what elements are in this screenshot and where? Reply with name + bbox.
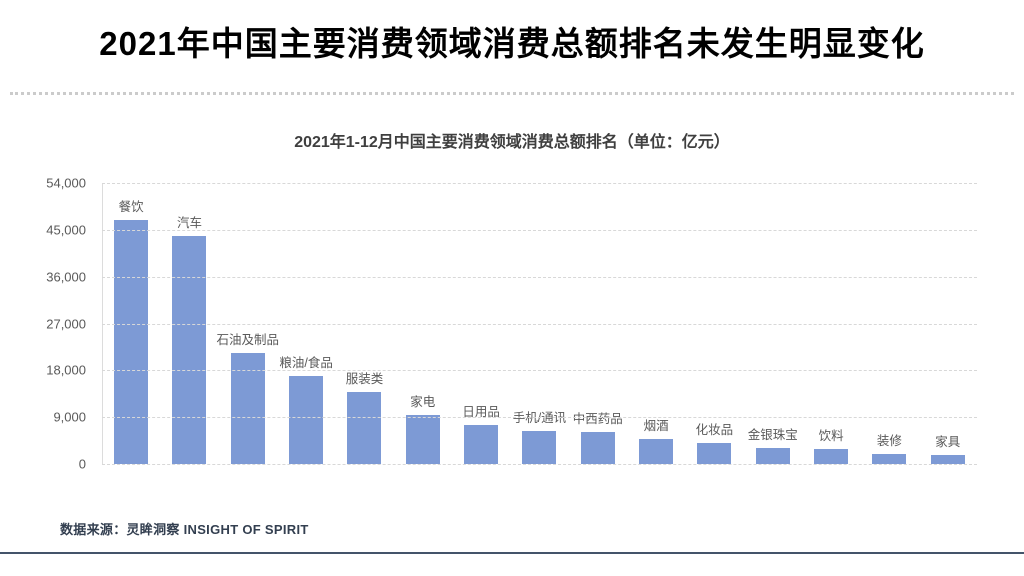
bar bbox=[580, 431, 615, 464]
bar bbox=[872, 453, 907, 464]
bar-slot: 家电 bbox=[394, 183, 452, 464]
bar bbox=[114, 219, 149, 464]
bar-slot: 烟酒 bbox=[627, 183, 685, 464]
gridline bbox=[102, 417, 977, 419]
bar-slot: 餐饮 bbox=[102, 183, 160, 464]
y-axis-tick-label: 45,000 bbox=[46, 222, 86, 238]
bar-label: 家具 bbox=[935, 435, 961, 450]
bar-label: 手机/通讯 bbox=[512, 410, 567, 425]
bar-label: 烟酒 bbox=[643, 418, 669, 433]
bar-label: 中西药品 bbox=[572, 411, 623, 426]
y-axis-tick-label: 54,000 bbox=[46, 175, 86, 191]
bar bbox=[405, 415, 440, 464]
bar bbox=[230, 353, 265, 464]
page-title: 2021年中国主要消费领域消费总额排名未发生明显变化 bbox=[99, 25, 925, 62]
bar-slot: 中西药品 bbox=[569, 183, 627, 464]
bar-label: 家电 bbox=[410, 395, 436, 410]
y-axis-tick-label: 0 bbox=[78, 456, 86, 472]
bar bbox=[814, 449, 849, 464]
bar-slot: 粮油/食品 bbox=[277, 183, 335, 464]
chart-title: 2021年1-12月中国主要消费领域消费总额排名（单位：亿元） bbox=[294, 134, 730, 151]
bar-label: 餐饮 bbox=[118, 199, 144, 214]
bar-slot: 家具 bbox=[919, 183, 977, 464]
bar-label: 化妆品 bbox=[695, 423, 734, 438]
plot-area: 餐饮汽车石油及制品粮油/食品 服装类家电日用品 手机/通讯 中西药品 烟酒 化妆品 金银珠宝… bbox=[102, 183, 977, 465]
bar-slot: 服装类 bbox=[335, 183, 393, 464]
gridline bbox=[102, 229, 977, 231]
gridline bbox=[102, 370, 977, 372]
gridline bbox=[102, 464, 977, 465]
y-axis-tick-label: 36,000 bbox=[46, 269, 86, 285]
bar bbox=[172, 236, 207, 464]
bar bbox=[347, 391, 382, 464]
footer-divider bbox=[0, 552, 1024, 554]
y-axis-tick-label: 18,000 bbox=[46, 362, 86, 378]
bar bbox=[930, 455, 965, 464]
bar-slot: 石油及制品 bbox=[216, 183, 280, 464]
bar-label: 日用品 bbox=[462, 405, 500, 420]
bar-slot: 日用品 bbox=[452, 183, 510, 464]
bar-slot: 汽车 bbox=[160, 183, 218, 464]
bar bbox=[639, 438, 674, 464]
gridline bbox=[102, 183, 977, 184]
bar-label: 装修 bbox=[876, 433, 902, 448]
bar-label: 石油及制品 bbox=[216, 333, 280, 348]
bar bbox=[755, 448, 790, 464]
bar-label: 金银珠宝 bbox=[747, 428, 798, 443]
bar bbox=[464, 425, 499, 464]
gridline bbox=[102, 323, 977, 325]
bar-slot: 化妆品 bbox=[685, 183, 743, 464]
title-divider bbox=[10, 92, 1014, 95]
bar-slot: 金银珠宝 bbox=[744, 183, 802, 464]
data-source-note: 数据来源：灵眸洞察 INSIGHT OF SPIRIT bbox=[60, 522, 309, 537]
bar-label: 服装类 bbox=[345, 371, 384, 386]
y-axis: 54,000 45,000 36,000 27,000 18,000 9,000 0 bbox=[14, 176, 86, 472]
bar-label: 汽车 bbox=[176, 216, 202, 231]
bar-slot: 饮料 bbox=[802, 183, 860, 464]
bar bbox=[697, 443, 732, 464]
y-axis-tick-label: 27,000 bbox=[46, 316, 86, 331]
bar bbox=[289, 376, 324, 464]
bar-slot: 装修 bbox=[860, 183, 918, 464]
y-axis-tick-label: 9,000 bbox=[53, 409, 86, 425]
bar-series: 餐饮汽车石油及制品粮油/食品 服装类家电日用品 手机/通讯 中西药品 烟酒 化妆品 金银珠宝… bbox=[102, 183, 977, 464]
bar bbox=[522, 430, 557, 464]
bar-label: 粮油/食品 bbox=[279, 356, 333, 371]
bar-label: 饮料 bbox=[818, 429, 844, 444]
gridline bbox=[102, 276, 977, 278]
